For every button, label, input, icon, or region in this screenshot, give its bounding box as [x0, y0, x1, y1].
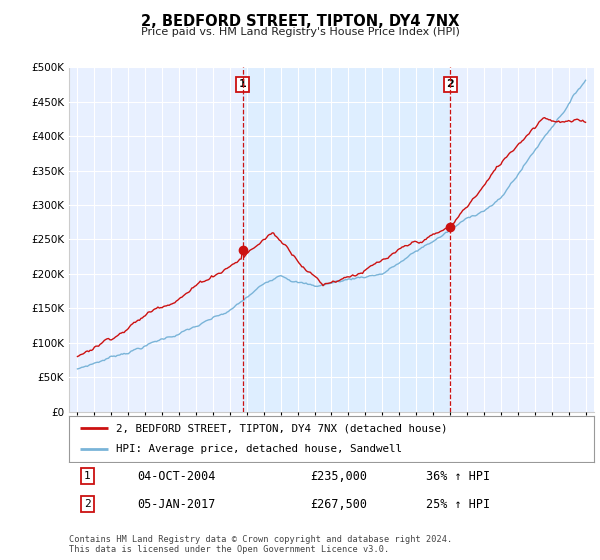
Text: 2, BEDFORD STREET, TIPTON, DY4 7NX (detached house): 2, BEDFORD STREET, TIPTON, DY4 7NX (deta… [116, 423, 448, 433]
Text: Contains HM Land Registry data © Crown copyright and database right 2024.
This d: Contains HM Land Registry data © Crown c… [69, 535, 452, 554]
Text: 1: 1 [239, 80, 247, 90]
Text: Price paid vs. HM Land Registry's House Price Index (HPI): Price paid vs. HM Land Registry's House … [140, 27, 460, 37]
Text: 1: 1 [84, 472, 91, 482]
Bar [242, 67, 450, 412]
Text: 36% ↑ HPI: 36% ↑ HPI [426, 470, 490, 483]
Text: £267,500: £267,500 [311, 498, 367, 511]
Text: 04-OCT-2004: 04-OCT-2004 [137, 470, 215, 483]
Text: 2, BEDFORD STREET, TIPTON, DY4 7NX: 2, BEDFORD STREET, TIPTON, DY4 7NX [141, 14, 459, 29]
Text: 2: 2 [84, 499, 91, 509]
Text: £235,000: £235,000 [311, 470, 367, 483]
Text: 05-JAN-2017: 05-JAN-2017 [137, 498, 215, 511]
Text: 25% ↑ HPI: 25% ↑ HPI [426, 498, 490, 511]
Text: HPI: Average price, detached house, Sandwell: HPI: Average price, detached house, Sand… [116, 445, 402, 455]
Text: 2: 2 [446, 80, 454, 90]
